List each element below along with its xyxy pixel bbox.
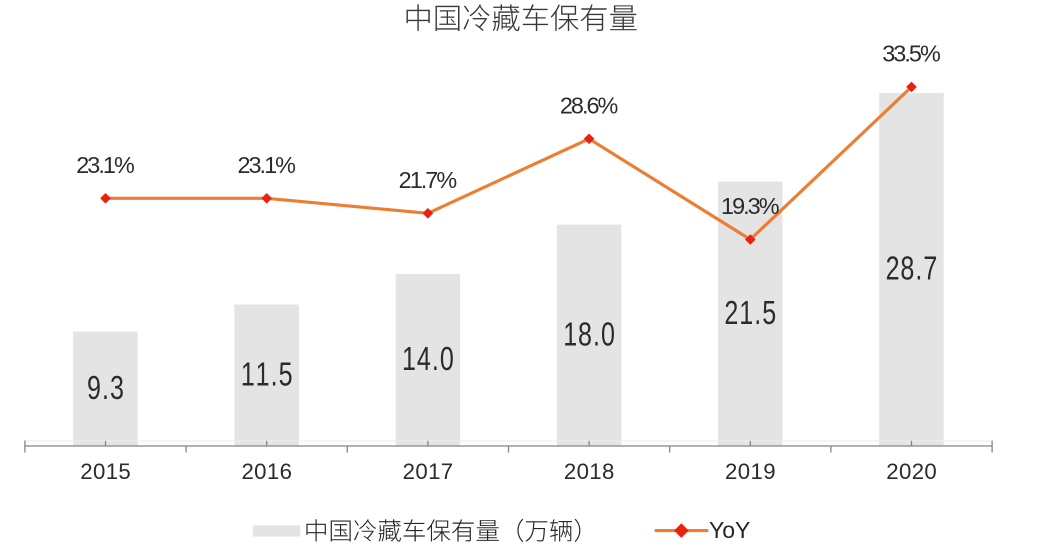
svg-text:2020: 2020 xyxy=(886,459,937,484)
svg-text:2017: 2017 xyxy=(403,459,454,484)
svg-text:1: 1 xyxy=(402,341,416,378)
svg-text:2019: 2019 xyxy=(725,459,776,484)
svg-text:2: 2 xyxy=(886,250,900,287)
svg-text:5: 5 xyxy=(762,295,776,332)
svg-text:2016: 2016 xyxy=(241,459,292,484)
svg-text:.: . xyxy=(593,316,600,353)
svg-text:.: . xyxy=(432,341,439,378)
svg-text:19.3%: 19.3% xyxy=(721,193,780,219)
svg-text:YoY: YoY xyxy=(709,517,750,543)
svg-text:.: . xyxy=(271,356,278,393)
svg-text:23.1%: 23.1% xyxy=(76,152,135,178)
svg-text:.: . xyxy=(915,250,922,287)
svg-text:1: 1 xyxy=(739,295,753,332)
svg-text:5: 5 xyxy=(279,356,293,393)
svg-text:0: 0 xyxy=(440,341,454,378)
svg-text:21.7%: 21.7% xyxy=(399,167,458,193)
svg-text:1: 1 xyxy=(241,356,255,393)
svg-text:1: 1 xyxy=(563,316,577,353)
svg-text:7: 7 xyxy=(923,250,937,287)
svg-text:.: . xyxy=(754,295,761,332)
svg-text:1: 1 xyxy=(256,356,270,393)
svg-text:2018: 2018 xyxy=(564,459,615,484)
svg-text:3: 3 xyxy=(110,370,124,407)
svg-text:23.1%: 23.1% xyxy=(237,152,296,178)
svg-text:0: 0 xyxy=(601,316,615,353)
svg-text:28.6%: 28.6% xyxy=(560,92,619,118)
svg-text:8: 8 xyxy=(900,250,914,287)
svg-text:9: 9 xyxy=(87,370,101,407)
svg-text:33.5%: 33.5% xyxy=(882,40,941,66)
svg-text:2015: 2015 xyxy=(80,459,131,484)
svg-text:2: 2 xyxy=(724,295,738,332)
svg-text:8: 8 xyxy=(578,316,592,353)
svg-text:.: . xyxy=(102,370,109,407)
svg-text:4: 4 xyxy=(417,341,431,378)
